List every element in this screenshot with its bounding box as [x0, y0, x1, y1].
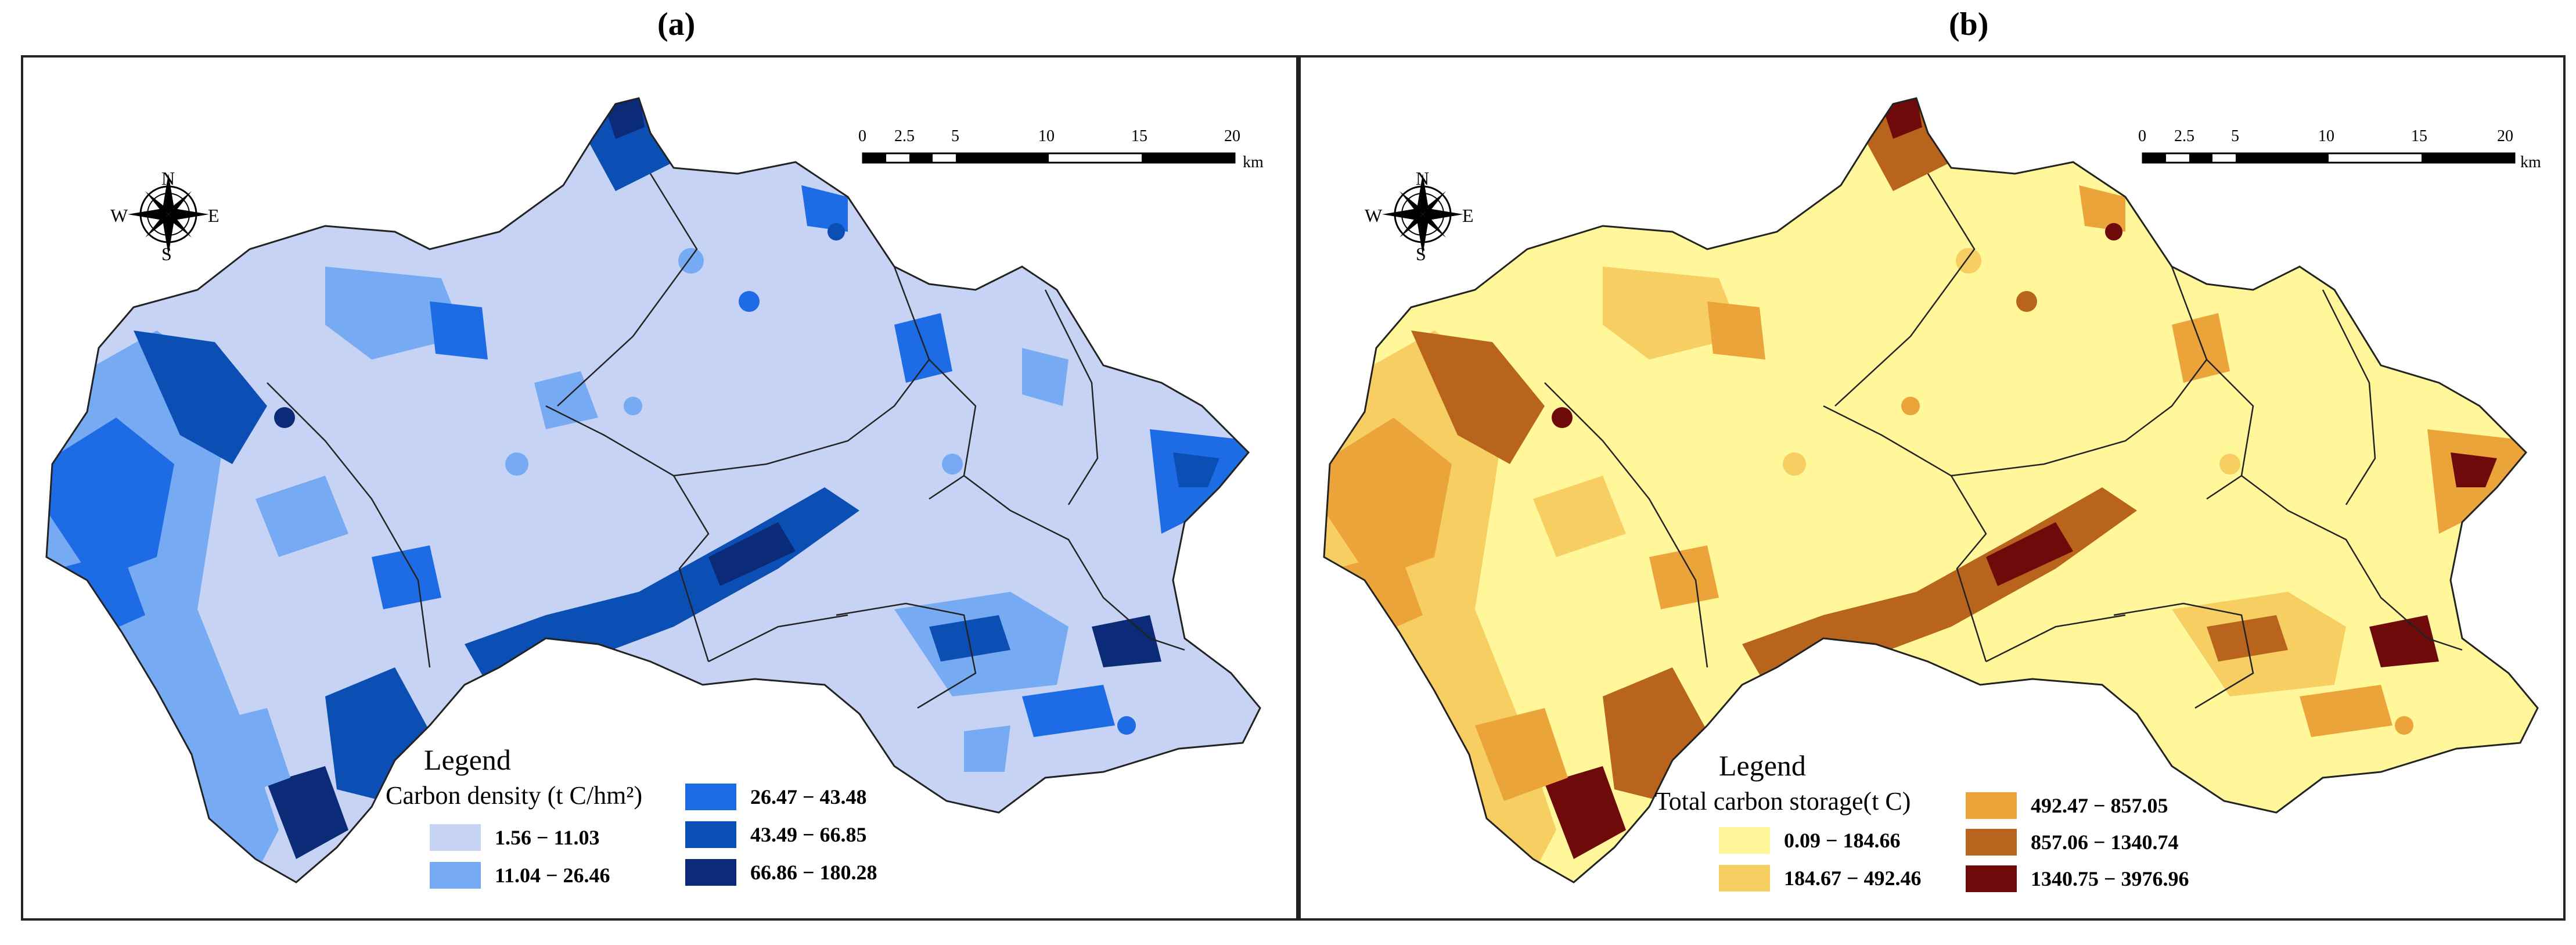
legend-item: 492.47 − 857.05: [1966, 792, 2168, 819]
scale-tick-label: 20: [2497, 127, 2513, 145]
compass-north-label: N: [161, 168, 175, 189]
legend-label: 11.04 − 26.46: [495, 864, 610, 887]
legend-title: Legend: [1719, 749, 1806, 782]
panel-b-title: (b): [1949, 6, 1989, 42]
legend-item: 0.09 − 184.66: [1719, 827, 1901, 854]
legend-swatch: [1719, 865, 1770, 892]
legend-swatch: [430, 824, 481, 851]
legend-label: 1.56 − 11.03: [495, 826, 600, 849]
legend-label: 184.67 − 492.46: [1784, 867, 1922, 890]
compass-east-label: E: [1462, 205, 1474, 226]
scale-tick-label: 0: [2138, 127, 2146, 145]
legend-swatch: [1719, 827, 1770, 854]
legend-subtitle: Carbon density (t C/hm²): [386, 781, 643, 810]
legend-item: 857.06 − 1340.74: [1966, 829, 2179, 856]
scale-bar: [862, 152, 1236, 164]
legend-item: 66.86 − 180.28: [685, 859, 877, 886]
legend-item: 1.56 − 11.03: [430, 824, 600, 851]
legend-swatch: [685, 784, 736, 810]
legend-label: 1340.75 − 3976.96: [2031, 867, 2189, 890]
scale-tick-label: 20: [1224, 127, 1240, 145]
total-carbon-storage-map-panel: N S E W 0 2.5 5 10 15 20 km Legend Total…: [1298, 55, 2566, 921]
legend-label: 857.06 − 1340.74: [2031, 831, 2179, 854]
scale-tick-label: 2.5: [894, 127, 915, 145]
scale-unit-label: km: [2520, 153, 2541, 171]
legend-label: 492.47 − 857.05: [2031, 794, 2168, 817]
compass-east-label: E: [208, 205, 220, 226]
legend-label: 26.47 − 43.48: [750, 785, 867, 809]
carbon-density-map: [45, 97, 1261, 883]
legend-swatch: [1966, 792, 2017, 819]
compass-south-label: S: [1416, 243, 1426, 264]
legend-item: 1340.75 − 3976.96: [1966, 865, 2189, 892]
legend-swatch: [1966, 865, 2017, 892]
legend-swatch: [685, 821, 736, 848]
legend-label: 66.86 − 180.28: [750, 861, 877, 884]
legend-title: Legend: [424, 743, 511, 776]
legend-swatch: [1966, 829, 2017, 856]
scale-tick-label: 15: [2411, 127, 2427, 145]
scale-tick-label: 2.5: [2174, 127, 2194, 145]
compass-west-label: W: [110, 205, 128, 226]
panel-a-title: (a): [657, 6, 696, 42]
compass-south-label: S: [161, 243, 172, 264]
north-arrow-compass-icon: [1382, 174, 1463, 255]
scale-tick-label: 15: [1131, 127, 1147, 145]
scale-tick-label: 10: [1038, 127, 1055, 145]
legend-item: 11.04 − 26.46: [430, 862, 610, 889]
legend-swatch: [685, 859, 736, 886]
compass-north-label: N: [1416, 168, 1430, 189]
scale-unit-label: km: [1243, 153, 1264, 171]
legend-subtitle: Total carbon storage(t C): [1655, 787, 1911, 815]
legend-label: 0.09 − 184.66: [1784, 829, 1901, 852]
legend-swatch: [430, 862, 481, 889]
total-carbon-storage-map: [1323, 97, 2539, 883]
scale-tick-label: 10: [2318, 127, 2334, 145]
scale-tick-label: 5: [2231, 127, 2239, 145]
scale-tick-label: 0: [858, 127, 866, 145]
compass-west-label: W: [1365, 205, 1383, 226]
scale-tick-label: 5: [951, 127, 959, 145]
north-arrow-compass-icon: [128, 174, 209, 255]
legend-item: 184.67 − 492.46: [1719, 865, 1922, 892]
legend-label: 43.49 − 66.85: [750, 823, 867, 846]
scale-bar: [2142, 152, 2516, 164]
legend-item: 43.49 − 66.85: [685, 821, 867, 848]
legend-item: 26.47 − 43.48: [685, 784, 867, 810]
carbon-density-map-panel: N S E W 0 2.5 5 10 15 20 km Legend Carbo…: [21, 55, 1298, 921]
